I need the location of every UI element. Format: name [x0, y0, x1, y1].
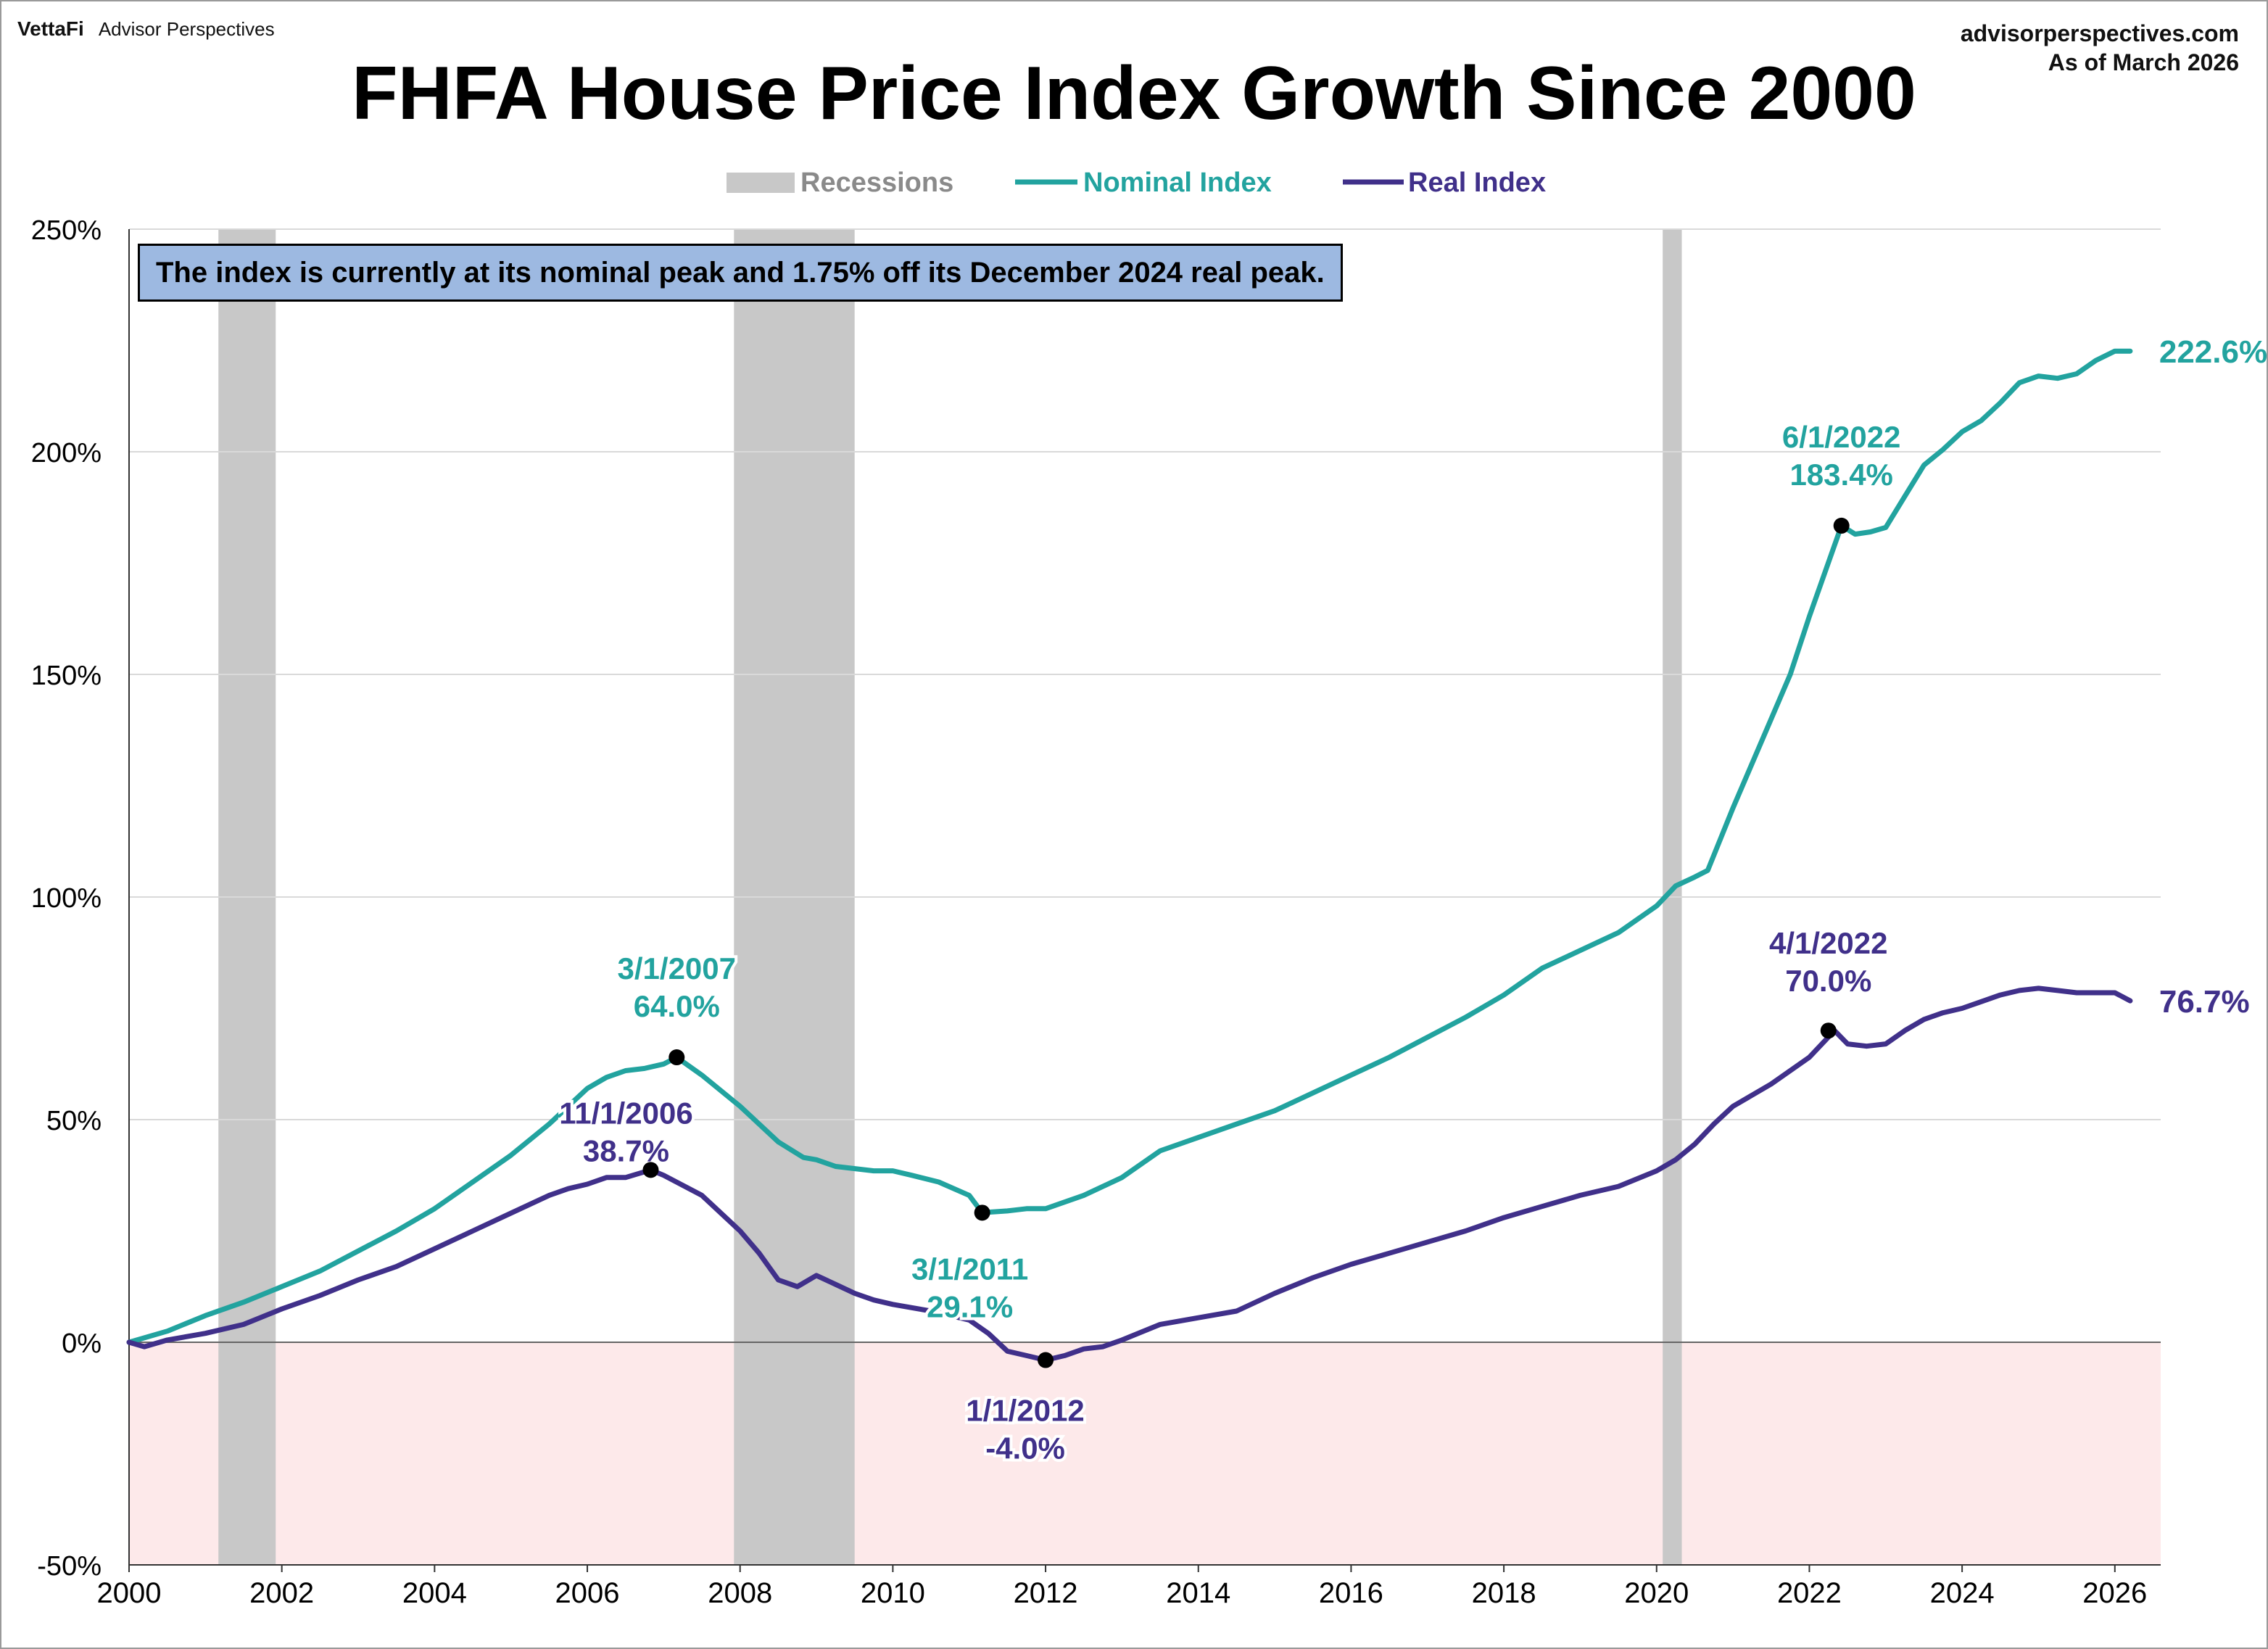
y-tick-label: 100% [31, 883, 102, 914]
chart-title: FHFA House Price Index Growth Since 2000 [352, 51, 1916, 136]
brand: VettaFi Advisor Perspectives [17, 17, 275, 41]
annotation-value: 29.1% [927, 1289, 1013, 1323]
annotation-dot [974, 1204, 990, 1221]
source-site: advisorperspectives.com [1960, 20, 2239, 46]
annotation-dot [1820, 1022, 1837, 1039]
series-line [126, 348, 2133, 1345]
x-tick-label: 2026 [2082, 1577, 2147, 1609]
annotation-dot [642, 1162, 659, 1178]
x-tick-label: 2020 [1624, 1577, 1689, 1609]
annotation-dot [669, 1049, 685, 1066]
x-tick-label: 2000 [97, 1577, 162, 1609]
x-tick-label: 2016 [1319, 1577, 1383, 1609]
annotation-date: 3/1/2011 [911, 1252, 1028, 1286]
annotation-value: -4.0% [985, 1431, 1065, 1466]
series-line [126, 985, 2133, 1363]
source-asof: As of March 2026 [2048, 49, 2239, 75]
source-block: advisorperspectives.com As of March 2026 [1961, 19, 2239, 77]
series-end-label: 222.6% [2159, 334, 2267, 370]
y-tick-label: 50% [46, 1106, 102, 1136]
annotation-date: 6/1/2022 [1782, 420, 1901, 454]
annotation-value: 183.4% [1789, 458, 1892, 492]
annotation-dot [1833, 517, 1850, 534]
annotation-date: 3/1/2007 [618, 951, 737, 985]
annotation-date: 11/1/2006 [559, 1096, 693, 1130]
legend-label-recessions: Recessions [800, 168, 953, 198]
negative-zone [129, 1342, 2161, 1565]
brand-name: Advisor Perspectives [98, 18, 275, 40]
x-tick-label: 2014 [1166, 1577, 1230, 1609]
y-tick-label: 0% [62, 1328, 102, 1359]
x-tick-label: 2010 [861, 1577, 925, 1609]
x-tick-label: 2002 [249, 1577, 314, 1609]
annotation-dot [1038, 1352, 1054, 1368]
annotation-value: 64.0% [634, 989, 720, 1023]
x-tick-label: 2008 [708, 1577, 772, 1609]
annotation-value: 70.0% [1785, 964, 1871, 998]
annotation-date: 1/1/2012 [966, 1394, 1085, 1428]
y-tick-label: 200% [31, 438, 102, 468]
annotation-value: 38.7% [583, 1133, 669, 1167]
legend-swatch-recessions [727, 173, 795, 193]
series-end-label: 76.7% [2159, 984, 2250, 1020]
x-tick-label: 2022 [1777, 1577, 1842, 1609]
annotation-date: 4/1/2022 [1769, 926, 1888, 960]
y-tick-label: 250% [31, 215, 102, 246]
x-tick-label: 2004 [402, 1577, 467, 1609]
brand-logo: VettaFi [17, 17, 84, 40]
x-tick-label: 2024 [1930, 1577, 1995, 1609]
x-tick-label: 2018 [1472, 1577, 1536, 1609]
y-tick-label: 150% [31, 661, 102, 691]
y-tick-label: -50% [37, 1551, 102, 1582]
legend-label-nominal: Nominal Index [1083, 168, 1272, 198]
x-tick-label: 2012 [1014, 1577, 1078, 1609]
status-note: The index is currently at its nominal pe… [138, 244, 1343, 302]
legend-label-real: Real Index [1408, 168, 1546, 198]
x-tick-label: 2006 [555, 1577, 620, 1609]
